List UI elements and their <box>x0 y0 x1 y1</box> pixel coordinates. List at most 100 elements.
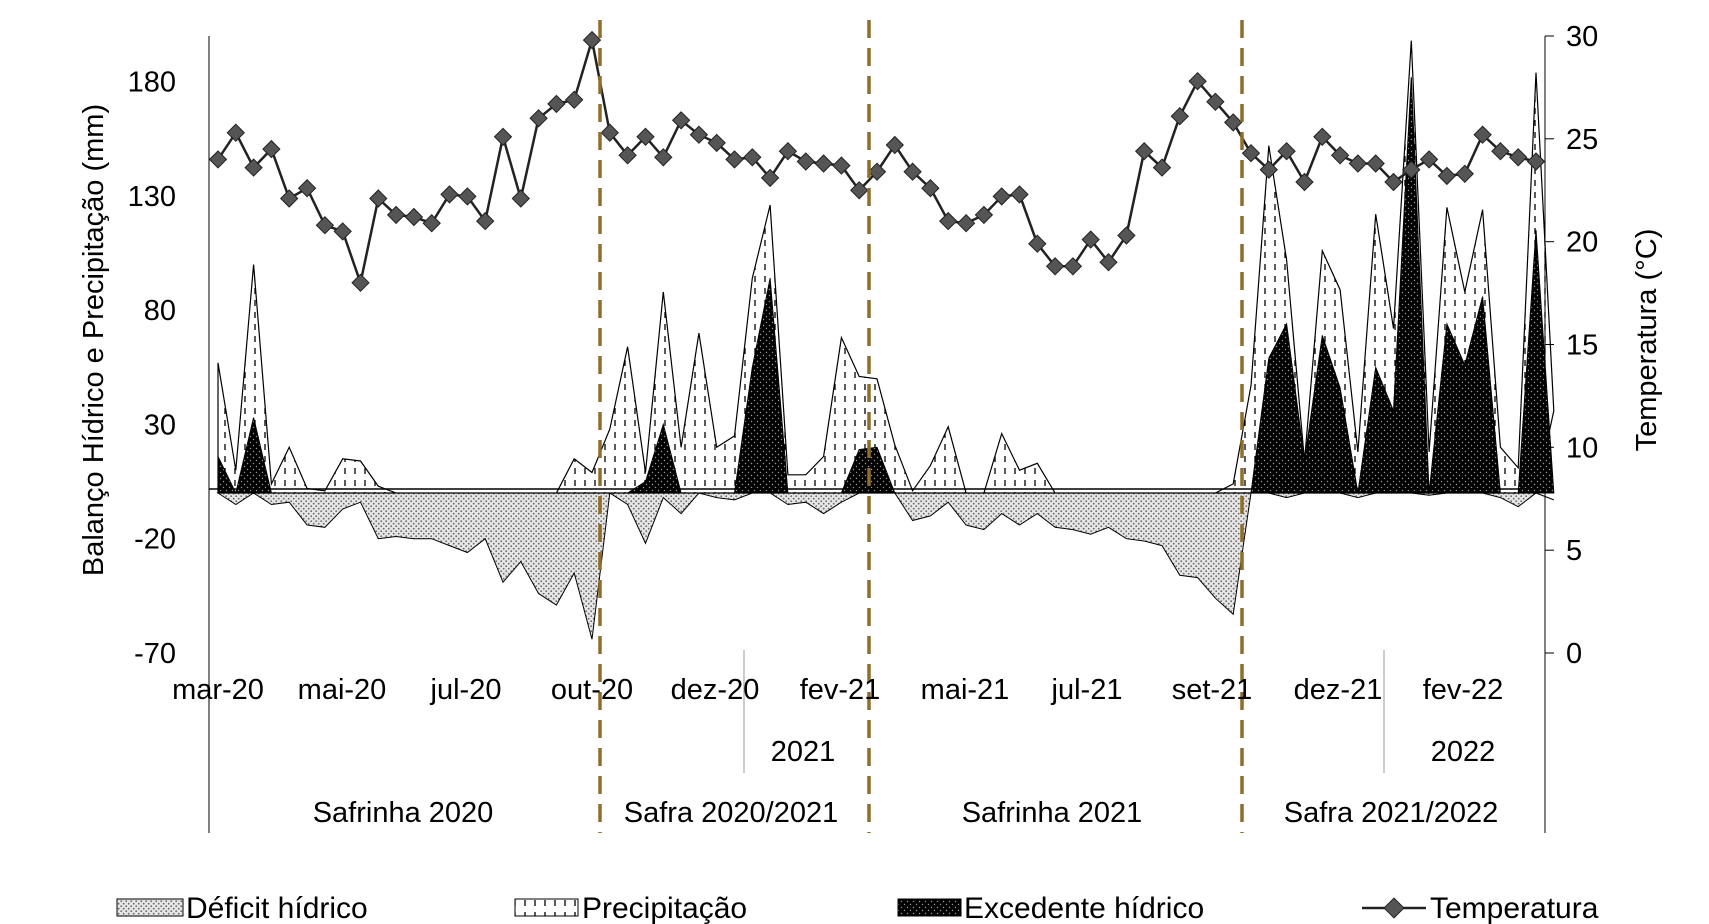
temperature-point <box>956 214 976 233</box>
temperature-point <box>208 150 228 169</box>
temperature-point <box>422 214 441 233</box>
temperature-point <box>689 125 709 144</box>
temperature-point <box>333 222 352 241</box>
year-label-2021: 2021 <box>771 736 836 768</box>
right-tick-label: 10 <box>1566 432 1598 464</box>
temperature-point <box>404 207 424 227</box>
legend-swatch-precip <box>514 898 579 917</box>
temperature-point <box>547 94 566 114</box>
temperature-point <box>867 162 887 181</box>
temperature-point <box>1241 144 1261 163</box>
temperature-point <box>939 211 958 231</box>
right-axis-ticks: 0 5 10 15 20 25 30 <box>1545 21 1598 670</box>
x-tick-label: jul-20 <box>430 674 502 706</box>
deficit-area <box>216 492 1554 640</box>
left-tick-label: 130 <box>128 181 176 213</box>
x-tick-label: jul-21 <box>1051 674 1123 706</box>
season-label-safra-2020-2021: Safra 2020/2021 <box>624 797 838 829</box>
x-tick-label: mai-20 <box>298 674 387 706</box>
temperature-point <box>832 156 851 175</box>
left-axis-ticks: -70 -20 30 80 130 180 <box>128 67 176 670</box>
temperature-point <box>1526 152 1546 171</box>
temperature-point <box>565 90 584 109</box>
x-tick-label: mar-20 <box>172 674 264 706</box>
temperature-point <box>1152 158 1172 177</box>
x-tick-label: fev-22 <box>1423 674 1504 706</box>
temperature-point <box>280 189 299 208</box>
x-tick-label: out-20 <box>551 674 633 706</box>
temperature-point <box>582 30 602 50</box>
left-tick-label: 180 <box>128 67 176 99</box>
temperature-point <box>1455 164 1474 183</box>
temperature-point <box>1206 92 1225 111</box>
temperature-point <box>671 111 691 130</box>
temperature-point <box>1170 107 1189 126</box>
temperature-point <box>493 127 513 146</box>
y-axis-title-left: Balanço Hídrico e Precipitação (mm) <box>78 104 110 576</box>
left-tick-label: 80 <box>144 295 176 327</box>
right-tick-label: 30 <box>1566 21 1598 53</box>
x-axis-labels: mar-20 mai-20 jul-20 out-20 dez-20 fev-21 mai-… <box>172 674 1503 706</box>
x-tick-label: fev-21 <box>800 674 881 706</box>
temperature-point <box>760 168 780 188</box>
right-tick-label: 15 <box>1566 330 1598 362</box>
temperature-point <box>476 211 495 231</box>
temperature-point <box>1366 154 1385 173</box>
left-tick-label: 30 <box>144 410 176 442</box>
temperature-point <box>529 109 548 128</box>
temperature-point <box>1348 154 1368 173</box>
temperature-point <box>743 148 762 167</box>
temperature-point <box>1295 172 1314 192</box>
temperature-point <box>386 205 406 225</box>
temperature-point <box>921 179 940 198</box>
legend-item-deficit: Déficit hídrico <box>116 892 368 924</box>
temperature-point <box>226 123 245 142</box>
legend-swatch-deficit <box>116 898 184 917</box>
temperature-point <box>1473 125 1492 144</box>
temperature-point <box>1330 146 1350 165</box>
temperature-point <box>1028 234 1047 253</box>
temperature-point <box>636 127 655 146</box>
x-tick-label: mai-21 <box>921 674 1010 706</box>
temperature-point <box>244 158 263 177</box>
season-label-safrinha-2021: Safrinha 2021 <box>962 797 1143 829</box>
temperature-point <box>1402 160 1421 179</box>
temperature-point <box>992 187 1011 206</box>
temperature-point <box>262 139 281 159</box>
temperature-point <box>1437 166 1457 186</box>
legend-swatch-excedente <box>897 898 962 917</box>
season-label-safrinha-2020: Safrinha 2020 <box>313 797 494 829</box>
temperature-point <box>796 152 815 171</box>
year-dividers <box>743 650 1385 773</box>
legend-label-deficit: Déficit hídrico <box>186 892 368 924</box>
left-tick-label: -20 <box>134 524 176 556</box>
legend-item-precip: Precipitação <box>514 892 747 924</box>
temperature-point <box>707 133 726 153</box>
x-tick-label: dez-20 <box>671 674 760 706</box>
temperature-point <box>1313 127 1332 146</box>
temperature-point <box>654 148 673 167</box>
temperature-point <box>1081 230 1100 249</box>
precipitation-area <box>217 40 1555 494</box>
temperature-point <box>1491 142 1510 161</box>
season-dividers <box>598 20 1244 833</box>
left-tick-label: -70 <box>134 638 176 670</box>
legend: Déficit hídrico Precipitação Excedente h… <box>116 892 1599 924</box>
temperature-point <box>315 216 335 235</box>
temperature-point <box>1010 185 1029 204</box>
legend-label-precip: Precipitação <box>582 892 747 924</box>
temperature-point <box>885 135 904 155</box>
temperature-point <box>1117 226 1136 245</box>
temperature-point <box>1277 142 1296 161</box>
season-label-safra-2021-2022: Safra 2021/2022 <box>1284 797 1498 829</box>
right-tick-label: 5 <box>1566 535 1582 567</box>
right-tick-label: 0 <box>1566 638 1582 670</box>
legend-label-temp: Temperatura <box>1430 892 1599 924</box>
temperature-point <box>725 150 744 169</box>
year-label-2022: 2022 <box>1431 736 1496 768</box>
temperature-point <box>618 146 637 165</box>
temperature-point <box>1384 172 1403 192</box>
temperature-point <box>903 162 922 181</box>
plot-areas <box>216 40 1555 640</box>
